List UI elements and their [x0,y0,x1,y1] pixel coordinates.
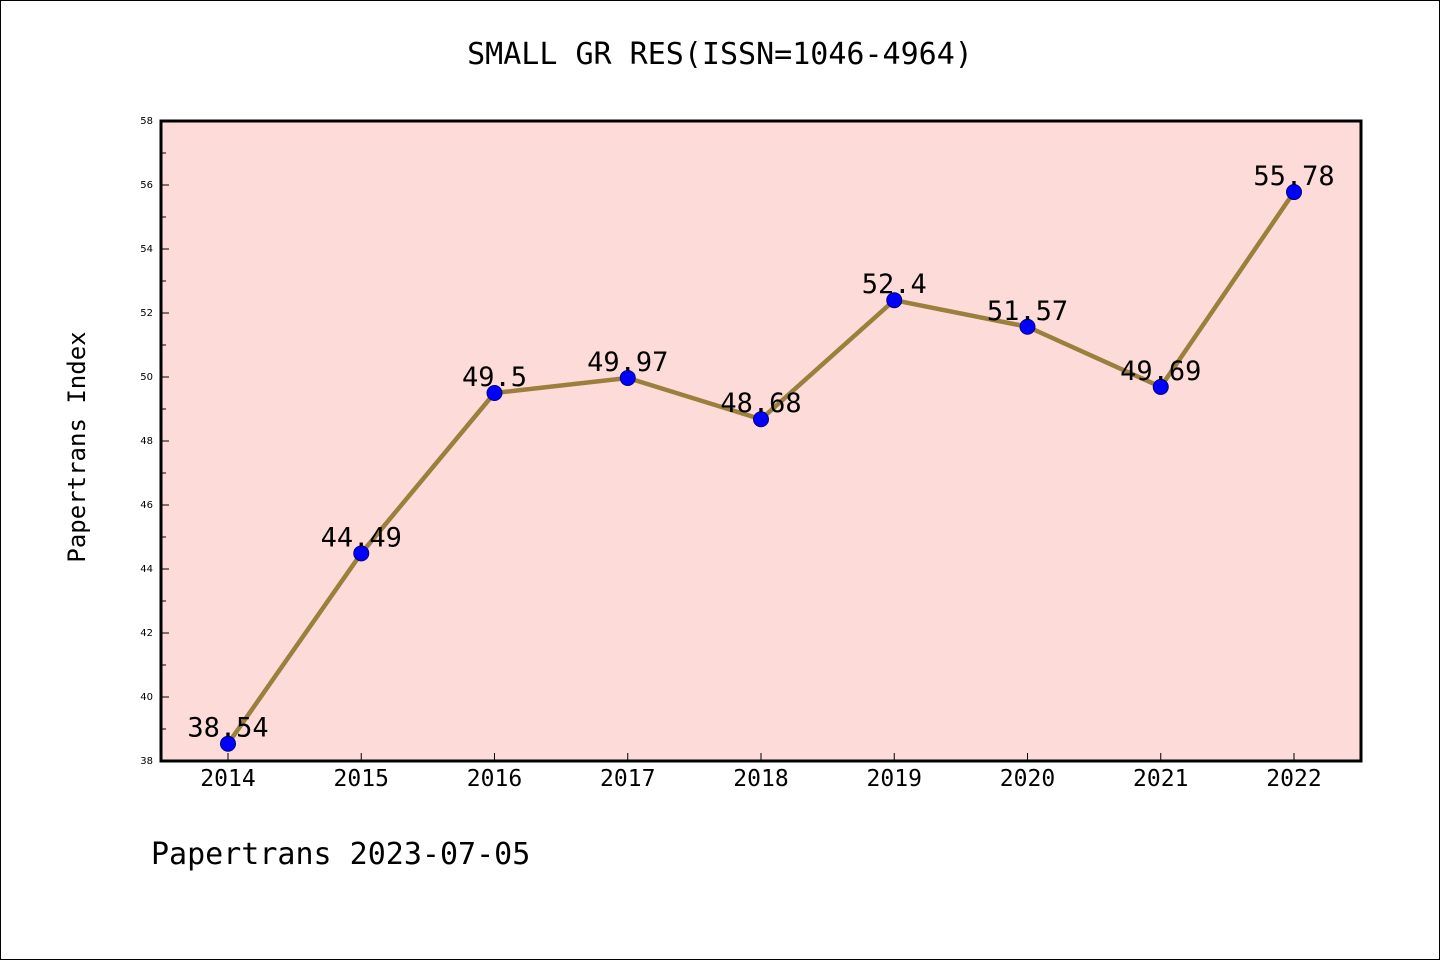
x-tick-label: 2015 [334,766,389,792]
data-label: 48.68 [720,388,801,419]
y-tick-label: 46 [140,500,153,511]
data-label: 52.4 [862,269,927,300]
y-tick-label: 38 [140,756,153,767]
data-point [353,545,370,562]
data-point [486,385,503,401]
y-tick-label: 40 [140,692,153,703]
data-label: 44.49 [321,522,402,553]
y-tick-label: 58 [140,116,153,127]
data-label: 49.5 [462,362,527,393]
y-tick-label: 48 [140,436,153,447]
x-tick-label: 2017 [600,766,655,792]
x-tick-label: 2014 [200,766,255,792]
x-tick-label: 2019 [867,766,922,792]
x-tick-label: 2018 [733,766,788,792]
data-point [220,735,236,752]
y-tick-label: 42 [140,628,153,639]
data-label: 55.78 [1253,161,1334,192]
data-label: 51.57 [987,296,1068,327]
data-label: 38.54 [187,713,268,744]
y-tick-label: 44 [140,564,153,575]
plot-background [161,121,1361,761]
chart-title: SMALL GR RES(ISSN=1046-4964) [467,37,973,72]
x-tick-label: 2021 [1133,766,1188,792]
x-tick-label: 2022 [1266,766,1321,792]
plot-frame [159,119,1363,763]
data-point [886,292,903,309]
data-point [619,369,636,386]
data-point [1286,184,1302,201]
x-tick-label: 2016 [467,766,522,792]
y-tick-label: 52 [140,308,153,319]
data-label: 49.69 [1120,356,1201,387]
y-tick-label: 56 [140,180,153,191]
data-label: 49.97 [587,347,668,378]
y-tick-label: 50 [140,372,153,383]
data-point [1152,378,1169,395]
data-point [753,411,769,428]
footer-note: Papertrans 2023-07-05 [151,837,531,872]
y-tick-label: 54 [140,244,153,255]
x-tick-label: 2020 [1000,766,1055,792]
data-point [1019,318,1036,335]
